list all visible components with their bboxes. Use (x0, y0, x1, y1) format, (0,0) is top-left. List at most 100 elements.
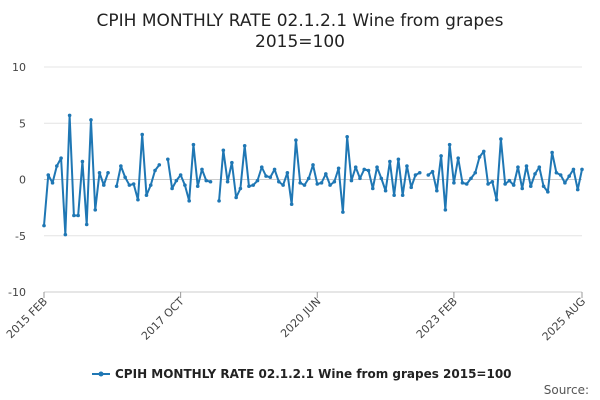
data-point[interactable] (84, 222, 89, 227)
data-point[interactable] (353, 165, 358, 169)
data-point[interactable] (362, 167, 367, 172)
data-point[interactable] (153, 168, 157, 173)
data-point[interactable] (524, 164, 529, 168)
data-point[interactable] (136, 197, 140, 202)
data-point[interactable] (413, 173, 418, 177)
data-point[interactable] (494, 197, 499, 202)
data-point[interactable] (101, 183, 106, 187)
data-point[interactable] (311, 163, 315, 167)
data-point[interactable] (507, 178, 512, 183)
data-point[interactable] (358, 176, 362, 181)
data-point[interactable] (533, 172, 537, 176)
data-point[interactable] (379, 176, 384, 181)
data-point[interactable] (447, 142, 452, 147)
data-point[interactable] (298, 181, 302, 185)
data-point[interactable] (281, 183, 285, 187)
data-point[interactable] (123, 175, 127, 180)
data-point[interactable] (396, 157, 401, 162)
data-point[interactable] (511, 183, 516, 187)
data-point[interactable] (554, 170, 559, 175)
data-point[interactable] (230, 160, 234, 165)
data-point[interactable] (174, 178, 179, 183)
data-point[interactable] (157, 163, 162, 167)
data-point[interactable] (452, 181, 456, 185)
data-point[interactable] (563, 181, 567, 185)
data-point[interactable] (490, 179, 495, 184)
data-point[interactable] (567, 174, 571, 178)
data-point[interactable] (499, 137, 503, 141)
data-point[interactable] (59, 156, 63, 160)
data-point[interactable] (131, 182, 136, 186)
data-point[interactable] (247, 184, 251, 189)
data-point[interactable] (170, 186, 174, 191)
data-point[interactable] (575, 187, 580, 192)
data-point[interactable] (238, 186, 243, 191)
data-point[interactable] (97, 170, 102, 175)
data-point[interactable] (486, 182, 490, 186)
data-point[interactable] (166, 157, 170, 162)
data-point[interactable] (183, 183, 187, 187)
data-point[interactable] (106, 170, 110, 175)
data-point[interactable] (277, 179, 281, 184)
data-point[interactable] (89, 118, 93, 122)
data-point[interactable] (140, 132, 145, 137)
data-point[interactable] (50, 181, 55, 185)
data-point[interactable] (319, 181, 324, 185)
data-point[interactable] (469, 176, 473, 181)
data-point[interactable] (225, 179, 230, 184)
data-point[interactable] (520, 186, 525, 191)
data-point[interactable] (477, 155, 482, 159)
data-point[interactable] (366, 168, 371, 173)
data-point[interactable] (42, 223, 46, 228)
data-point[interactable] (55, 164, 59, 168)
data-point[interactable] (481, 149, 486, 154)
data-point[interactable] (571, 167, 576, 172)
data-point[interactable] (178, 173, 183, 177)
data-point[interactable] (221, 148, 226, 153)
data-point[interactable] (191, 142, 196, 147)
data-point[interactable] (541, 184, 546, 189)
data-point[interactable] (148, 183, 153, 187)
legend[interactable]: CPIH MONTHLY RATE 02.1.2.1 Wine from gra… (92, 367, 512, 381)
data-point[interactable] (580, 167, 584, 172)
data-point[interactable] (328, 183, 332, 187)
data-point[interactable] (439, 154, 443, 158)
data-point[interactable] (460, 181, 465, 185)
data-point[interactable] (430, 169, 435, 174)
data-point[interactable] (285, 170, 290, 175)
data-point[interactable] (400, 193, 405, 198)
data-point[interactable] (208, 179, 213, 184)
data-point[interactable] (324, 172, 328, 176)
data-point[interactable] (426, 173, 431, 177)
data-point[interactable] (251, 183, 256, 187)
data-point[interactable] (195, 184, 200, 189)
data-point[interactable] (443, 208, 448, 212)
data-point[interactable] (302, 183, 307, 187)
data-point[interactable] (546, 190, 550, 194)
data-point[interactable] (349, 178, 354, 183)
data-point[interactable] (306, 176, 311, 181)
data-point[interactable] (46, 173, 51, 177)
data-point[interactable] (370, 186, 375, 191)
data-point[interactable] (388, 159, 392, 164)
data-point[interactable] (67, 113, 72, 118)
data-point[interactable] (336, 166, 341, 171)
data-point[interactable] (80, 159, 85, 164)
data-point[interactable] (537, 165, 542, 169)
data-point[interactable] (93, 208, 98, 212)
data-point[interactable] (345, 134, 349, 139)
data-point[interactable] (289, 202, 294, 207)
data-point[interactable] (119, 164, 123, 168)
data-point[interactable] (550, 150, 554, 155)
data-point[interactable] (76, 213, 80, 218)
data-point[interactable] (528, 184, 533, 189)
data-point[interactable] (234, 195, 238, 200)
data-point[interactable] (200, 167, 204, 172)
data-point[interactable] (63, 232, 68, 237)
data-point[interactable] (405, 164, 409, 168)
data-point[interactable] (294, 138, 298, 142)
data-point[interactable] (464, 182, 469, 186)
data-point[interactable] (383, 188, 388, 193)
data-point[interactable] (473, 170, 478, 175)
data-point[interactable] (558, 173, 563, 177)
